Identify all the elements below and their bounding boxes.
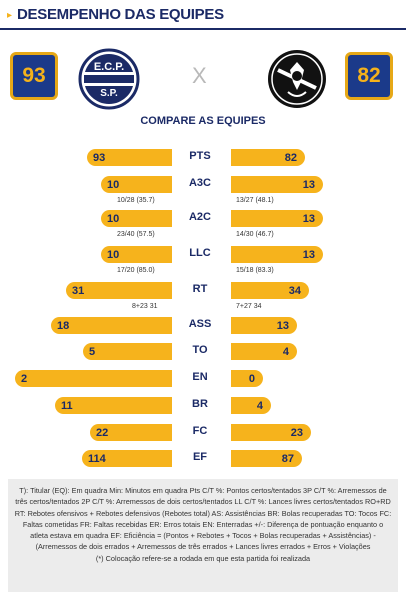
home-bar: 5 xyxy=(83,343,172,360)
home-bar: 93 xyxy=(87,149,172,166)
home-sub-value: 17/20 (85.0) xyxy=(117,267,155,274)
header-divider xyxy=(0,28,406,30)
away-bar: 13 xyxy=(231,210,323,227)
away-bar: 82 xyxy=(231,149,305,166)
home-bar: 11 xyxy=(55,397,172,414)
stat-row-a2c: 10 A2C 13 23/40 (57.5) 14/30 (46.7) xyxy=(0,210,406,238)
home-bar: 10 xyxy=(101,210,172,227)
home-team-logo: E.C.P. S.P. xyxy=(78,48,140,110)
header-arrow-icon: ▸ xyxy=(7,10,13,21)
stat-row-rt: 31 RT 34 8+23 31 7+27 34 xyxy=(0,282,406,310)
home-bar: 31 xyxy=(66,282,172,299)
svg-text:E.C.P.: E.C.P. xyxy=(94,61,124,73)
stat-label: PTS xyxy=(189,150,211,162)
stat-row-a3c: 10 A3C 13 10/28 (35.7) 13/27 (48.1) xyxy=(0,176,406,204)
stat-row-ass: 18 ASS 13 xyxy=(0,317,406,334)
home-sub-value: 23/40 (57.5) xyxy=(117,231,155,238)
stat-label: TO xyxy=(192,344,208,356)
compare-title: COMPARE AS EQUIPES xyxy=(140,115,266,127)
stat-row-llc: 10 LLC 13 17/20 (85.0) 15/18 (83.3) xyxy=(0,246,406,274)
away-team-logo xyxy=(268,50,326,108)
stat-label: EN xyxy=(192,371,208,383)
home-bar: 22 xyxy=(90,424,172,441)
home-sub-value: 10/28 (35.7) xyxy=(117,197,155,204)
stat-label: RT xyxy=(192,283,208,295)
home-score-box: 93 xyxy=(10,52,58,100)
away-bar: 23 xyxy=(231,424,311,441)
home-bar: 18 xyxy=(51,317,172,334)
away-sub-value: 7+27 34 xyxy=(236,303,262,310)
stat-label: EF xyxy=(192,451,208,463)
glossary-text: T): Titular (EQ): Em quadra Min: Minutos… xyxy=(14,486,392,552)
stat-row-to: 5 TO 4 xyxy=(0,343,406,360)
stat-label: FC xyxy=(192,425,208,437)
home-bar: 114 xyxy=(82,450,172,467)
stat-label: A3C xyxy=(188,177,211,189)
away-sub-value: 13/27 (48.1) xyxy=(236,197,274,204)
away-bar: 0 xyxy=(231,370,263,387)
stat-label: LLC xyxy=(189,247,211,259)
away-bar: 87 xyxy=(231,450,302,467)
home-bar: 10 xyxy=(101,246,172,263)
stat-row-en: 2 EN 0 xyxy=(0,370,406,387)
away-sub-value: 14/30 (46.7) xyxy=(236,231,274,238)
home-bar: 2 xyxy=(15,370,172,387)
stat-label: ASS xyxy=(188,318,212,330)
stat-row-ef: 114 EF 87 xyxy=(0,450,406,467)
footnote-text: (*) Colocação refere-se a rodada em que … xyxy=(95,553,311,563)
away-bar: 4 xyxy=(231,343,297,360)
stat-row-pts: 93 PTS 82 xyxy=(0,149,406,166)
away-bar: 4 xyxy=(231,397,271,414)
glossary-notes: T): Titular (EQ): Em quadra Min: Minutos… xyxy=(8,479,398,592)
stat-label: BR xyxy=(192,398,208,410)
stat-label: A2C xyxy=(188,211,211,223)
away-bar: 13 xyxy=(231,176,323,193)
stat-row-fc: 22 FC 23 xyxy=(0,424,406,441)
section-title: DESEMPENHO DAS EQUIPES xyxy=(17,6,224,23)
stat-row-br: 11 BR 4 xyxy=(0,397,406,414)
home-bar: 10 xyxy=(101,176,172,193)
away-bar: 13 xyxy=(231,317,297,334)
away-bar: 13 xyxy=(231,246,323,263)
away-bar: 34 xyxy=(231,282,309,299)
away-score-box: 82 xyxy=(345,52,393,100)
versus-mark: X xyxy=(192,63,207,88)
section-header: ▸ DESEMPENHO DAS EQUIPES xyxy=(0,0,406,34)
away-sub-value: 15/18 (83.3) xyxy=(236,267,274,274)
svg-text:S.P.: S.P. xyxy=(100,88,118,99)
home-sub-value: 8+23 31 xyxy=(132,303,158,310)
